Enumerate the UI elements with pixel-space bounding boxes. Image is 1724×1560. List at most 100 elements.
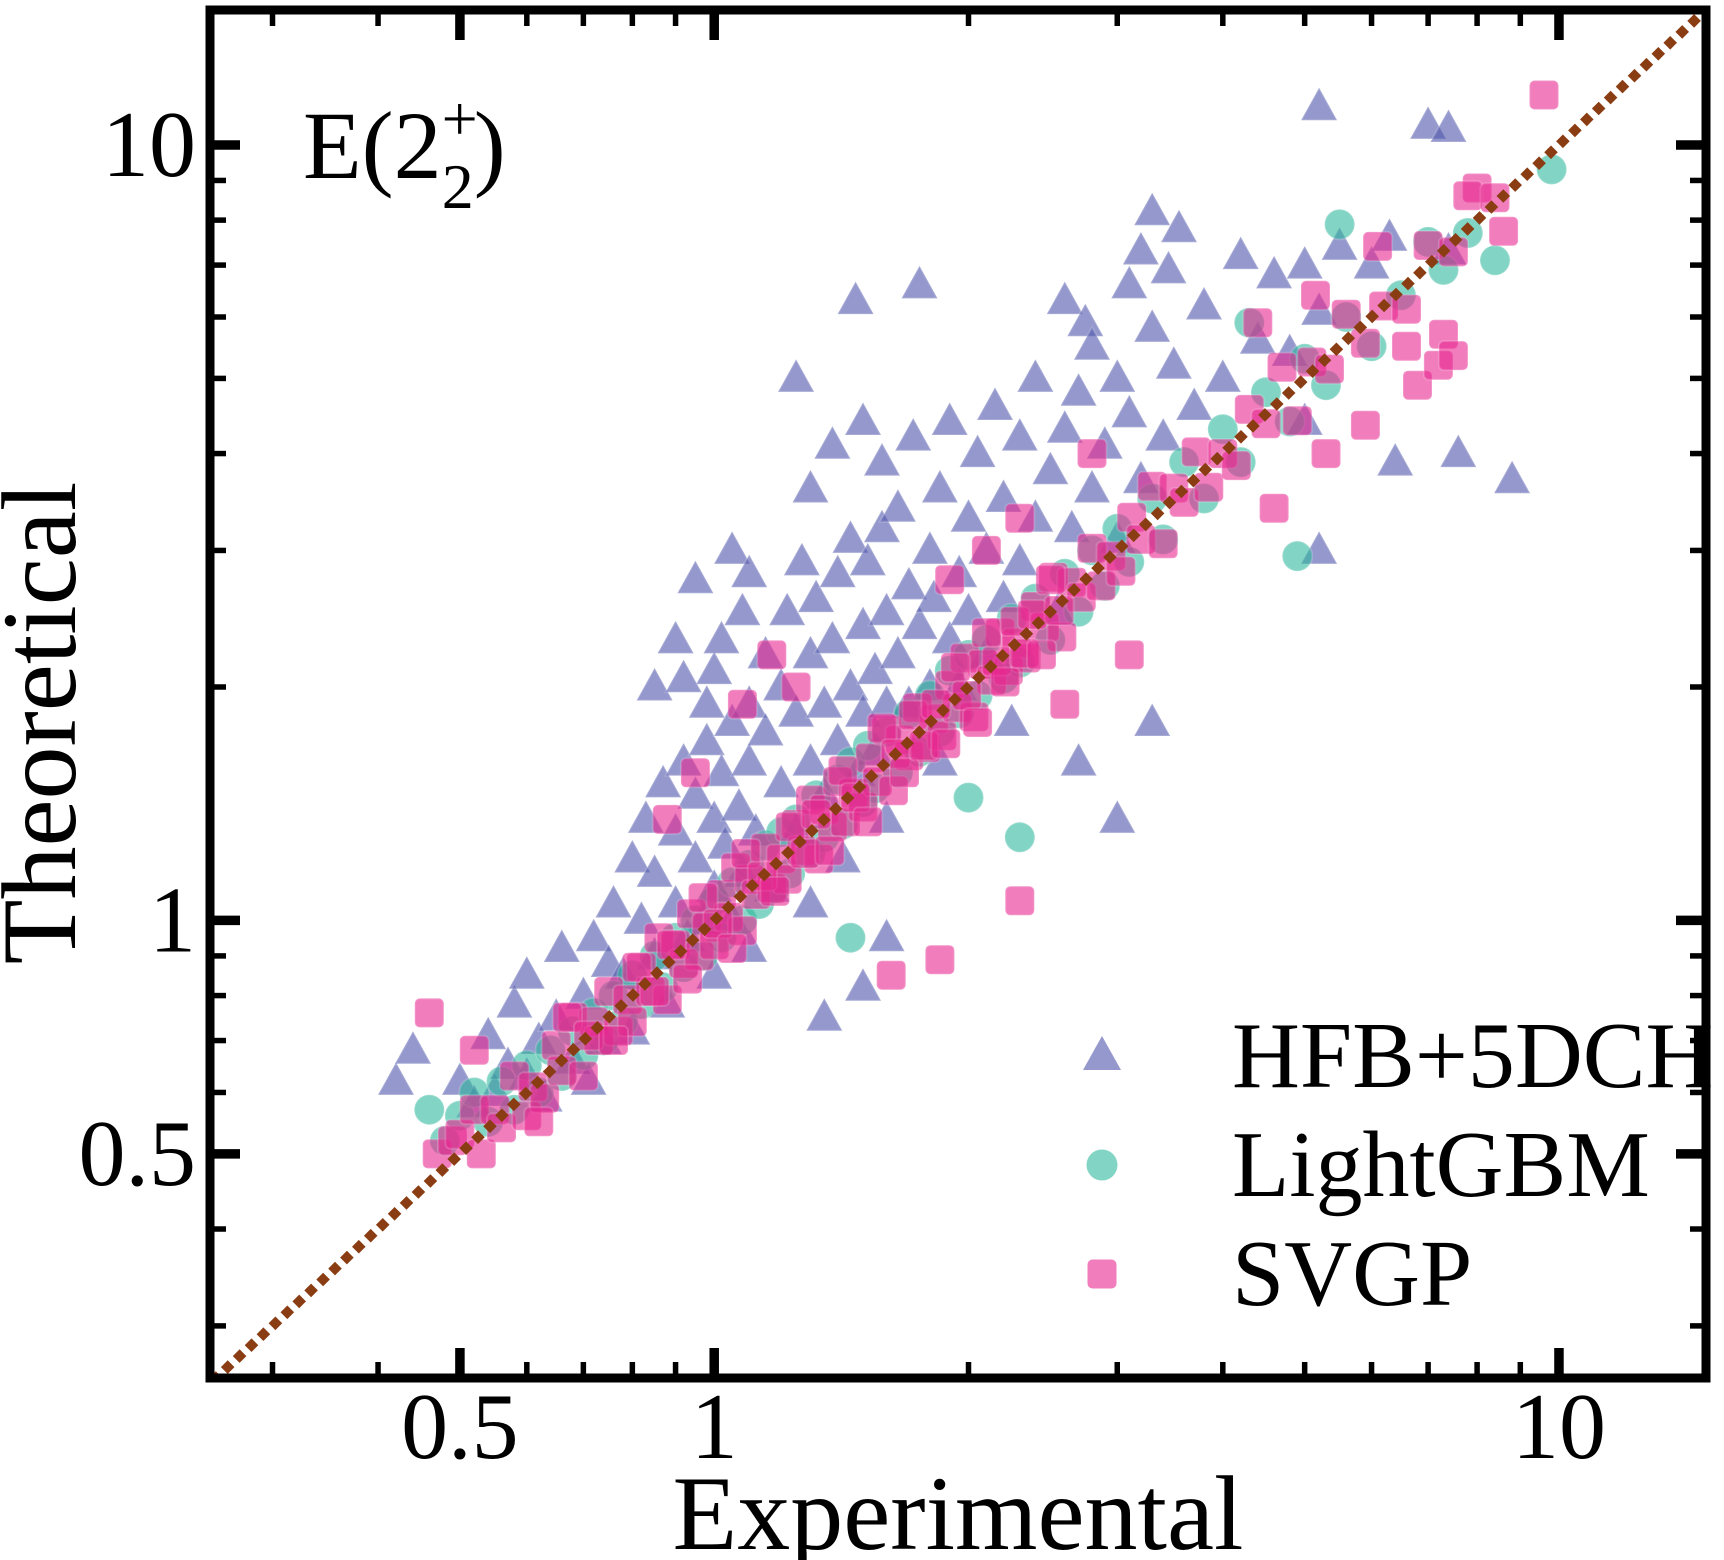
data-point-triangle	[1058, 371, 1099, 407]
data-point-triangle	[975, 385, 1015, 421]
ref-line-dot	[1520, 167, 1534, 181]
ref-line-dot	[459, 1141, 473, 1155]
data-point-triangle	[1174, 385, 1214, 421]
data-point-triangle	[376, 1060, 416, 1096]
ref-line-dot	[852, 780, 867, 794]
data-point-triangle	[542, 927, 582, 963]
data-point-triangle	[1000, 416, 1040, 452]
data-point-triangle	[663, 657, 704, 694]
ref-line-dot	[1174, 484, 1189, 499]
ref-line-dot	[518, 1086, 533, 1101]
ref-line-dot	[1603, 90, 1618, 105]
data-point-triangle	[1221, 234, 1261, 271]
data-point-circle	[834, 921, 867, 954]
data-point-square	[920, 688, 952, 720]
data-point-triangle	[920, 467, 960, 504]
data-point-triangle	[804, 996, 844, 1032]
plot-frame	[205, 5, 1711, 1383]
legend: HFB+5DCH LightGBM SVGP	[1083, 1004, 1713, 1326]
generated-chart-layers: 0.5 1 10 0.5 1 10	[79, 5, 1711, 1479]
data-point-triangle	[1154, 344, 1194, 380]
data-point-square	[970, 534, 1002, 566]
ref-line-dot	[1389, 287, 1403, 302]
data-point-triangle	[701, 618, 742, 655]
ref-line-dot	[1508, 178, 1522, 192]
data-point-triangle	[889, 564, 929, 601]
data-point-triangle	[899, 604, 940, 641]
data-point-triangle	[675, 558, 716, 595]
data-point-square	[1105, 555, 1137, 587]
data-point-triangle	[1121, 229, 1161, 266]
legend-marker-square-icon	[1087, 1259, 1117, 1289]
data-point-triangle	[957, 432, 998, 469]
ref-line-dot	[232, 1349, 247, 1363]
data-point-triangle	[1203, 357, 1243, 393]
ref-line-dot	[1377, 298, 1391, 313]
data-point-square	[1349, 327, 1381, 359]
ref-line-dot	[590, 1021, 605, 1035]
ref-line-dot	[1329, 342, 1344, 357]
data-points-layer	[376, 10, 1568, 1170]
x-tick-label: 10	[1512, 1375, 1606, 1479]
data-point-triangle	[694, 649, 734, 686]
ref-line-dot	[1138, 517, 1153, 532]
ref-line-dot	[1663, 36, 1677, 50]
data-point-triangle	[790, 467, 831, 504]
data-point-triangle	[712, 701, 752, 737]
plot-title-sub: 2	[442, 151, 474, 222]
data-point-square	[1402, 369, 1433, 401]
data-point-triangle	[862, 441, 902, 477]
ref-line-dot	[399, 1196, 414, 1210]
data-point-square	[866, 712, 898, 744]
ref-line-dot	[1341, 331, 1356, 346]
data-point-triangle	[1132, 190, 1172, 227]
data-point-square	[1180, 436, 1212, 468]
data-point-triangle	[745, 710, 786, 747]
data-point-triangle	[701, 751, 742, 788]
data-point-triangle	[1285, 244, 1325, 280]
data-point-triangle	[722, 590, 763, 627]
ref-line-dot	[363, 1228, 378, 1243]
ref-line-dot	[268, 1316, 283, 1331]
data-point-triangle	[1072, 325, 1112, 361]
data-point-triangle	[1184, 284, 1224, 321]
data-point-triangle	[1132, 701, 1172, 737]
data-point-triangle	[1109, 392, 1149, 429]
data-point-square	[970, 617, 1002, 649]
data-point-triangle	[719, 786, 759, 822]
series-SVGP	[413, 79, 1560, 1170]
data-point-triangle	[1438, 432, 1478, 469]
data-point-triangle	[1148, 248, 1189, 285]
data-point-triangle	[992, 701, 1032, 737]
data-point-square	[1026, 639, 1057, 671]
tick-labels: 0.5 1 10 0.5 1 10	[79, 93, 1607, 1479]
data-point-triangle	[729, 552, 769, 589]
data-point-square	[1391, 293, 1422, 325]
data-point-square	[1488, 215, 1520, 247]
data-point-square	[1076, 438, 1108, 470]
data-point-square	[1004, 885, 1036, 917]
ref-line-dot	[685, 933, 700, 947]
plot-title-sup: +	[442, 83, 478, 154]
data-point-square	[1266, 351, 1298, 383]
data-point-triangle	[804, 683, 844, 719]
data-point-triangle	[899, 263, 940, 300]
data-point-triangle	[655, 618, 696, 655]
data-point-square	[523, 1106, 555, 1138]
y-tick-label: 0.5	[79, 1102, 197, 1206]
ref-line-dot	[840, 791, 855, 805]
data-point-square	[1437, 340, 1469, 372]
y-axis-label: Theoretical	[0, 482, 98, 965]
data-point-triangle	[1097, 798, 1137, 834]
data-point-triangle	[1058, 741, 1099, 777]
data-point-triangle	[830, 518, 871, 554]
data-point-triangle	[1143, 416, 1183, 452]
legend-label-svgp: SVGP	[1232, 1222, 1472, 1326]
ref-line-dot	[1496, 189, 1511, 203]
data-point-square	[458, 1034, 490, 1066]
data-point-triangle	[848, 540, 888, 577]
data-point-square	[1193, 471, 1225, 503]
data-point-circle	[1479, 244, 1511, 277]
data-point-triangle	[893, 416, 933, 452]
